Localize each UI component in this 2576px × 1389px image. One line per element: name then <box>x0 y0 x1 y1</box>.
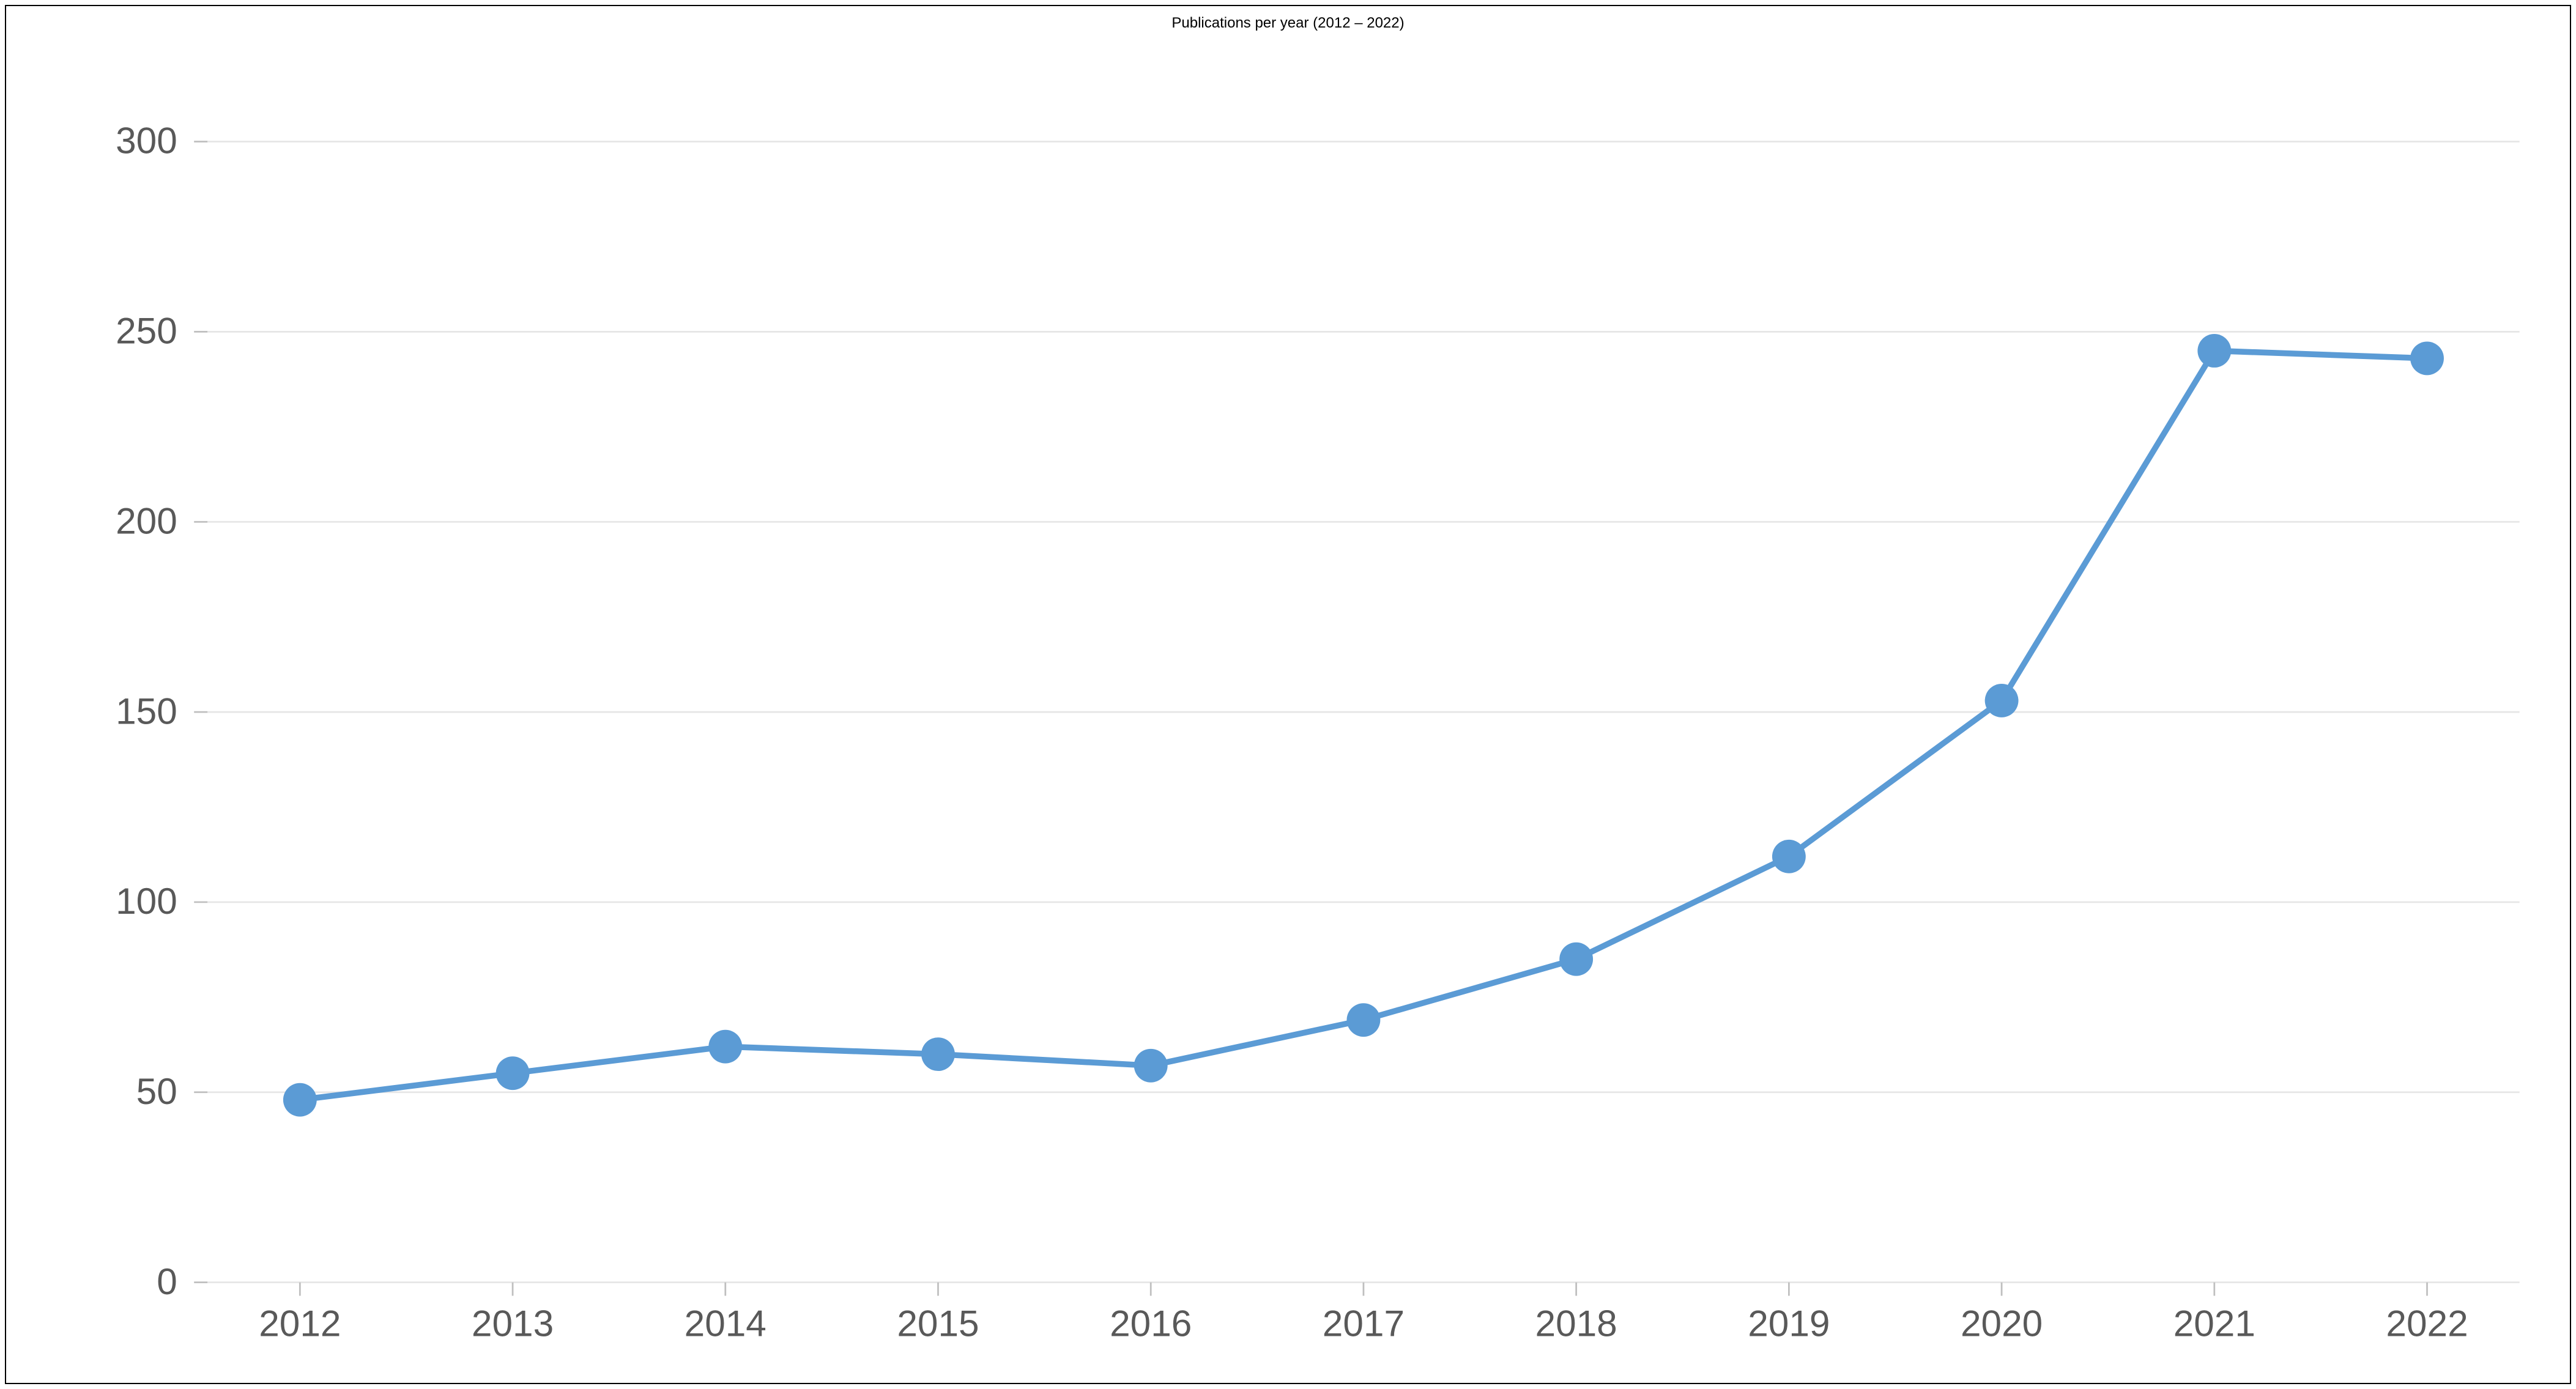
x-tick-label: 2022 <box>2386 1302 2468 1344</box>
x-tick-label: 2012 <box>259 1302 341 1344</box>
x-tick-label: 2017 <box>1323 1302 1405 1344</box>
y-tick-label: 100 <box>116 880 177 922</box>
data-point-marker <box>1134 1049 1168 1083</box>
y-tick-label: 0 <box>157 1261 177 1302</box>
x-tick-label: 2013 <box>472 1302 554 1344</box>
series-line <box>300 350 2427 1100</box>
x-tick-label: 2016 <box>1110 1302 1192 1344</box>
x-tick-label: 2021 <box>2173 1302 2255 1344</box>
data-point-marker <box>283 1083 317 1117</box>
data-point-marker <box>921 1037 955 1071</box>
data-point-marker <box>1772 840 1806 873</box>
data-point-marker <box>1559 943 1593 976</box>
chart-title: Publications per year (2012 – 2022) <box>6 15 2570 32</box>
y-tick-label: 250 <box>116 310 177 352</box>
y-tick-label: 50 <box>136 1070 177 1112</box>
data-point-marker <box>496 1056 530 1090</box>
x-tick-label: 2015 <box>897 1302 979 1344</box>
line-chart-svg: 0 50 100 150 200 250 300 2012 2013 2014 2015 2016 20… <box>6 34 2570 1383</box>
y-tick-label: 150 <box>116 690 177 732</box>
data-point-marker <box>1985 684 2019 717</box>
data-point-marker <box>1346 1003 1380 1037</box>
x-tick-label: 2014 <box>685 1302 766 1344</box>
chart-frame: Publications per year (2012 – 2022) 0 50 1… <box>5 5 2571 1384</box>
data-point-marker <box>2410 341 2444 375</box>
y-tick-label: 200 <box>116 500 177 541</box>
data-point-marker <box>2197 334 2231 368</box>
x-tick-label: 2018 <box>1535 1302 1617 1344</box>
x-tick-label: 2020 <box>1961 1302 2043 1344</box>
data-point-marker <box>708 1030 742 1064</box>
chart-plot-container: 0 50 100 150 200 250 300 2012 2013 2014 2015 2016 20… <box>6 34 2570 1383</box>
x-tick-label: 2019 <box>1748 1302 1830 1344</box>
y-tick-label: 300 <box>116 120 177 161</box>
